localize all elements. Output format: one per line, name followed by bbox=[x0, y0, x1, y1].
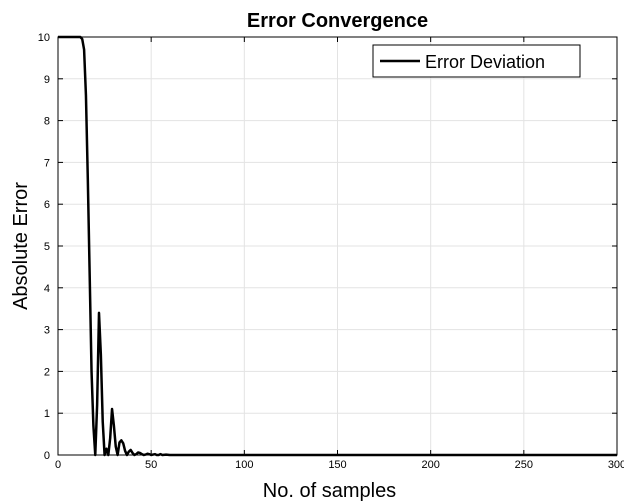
x-tick-label: 0 bbox=[55, 459, 61, 471]
y-tick-label: 8 bbox=[44, 116, 50, 128]
tick-labels: 0 50 100 150 200 250 300 0 1 2 3 4 5 6 7 8 9 10 bbox=[38, 32, 624, 471]
y-tick-label: 6 bbox=[44, 199, 50, 211]
x-tick-label: 200 bbox=[421, 459, 439, 471]
y-tick-label: 10 bbox=[38, 32, 50, 44]
legend-label-error-deviation: Error Deviation bbox=[425, 52, 545, 72]
legend: Error Deviation bbox=[372, 44, 581, 78]
x-tick-label: 50 bbox=[145, 459, 157, 471]
y-tick-label: 2 bbox=[44, 366, 50, 378]
y-tick-label: 0 bbox=[44, 450, 50, 462]
chart-title: Error Convergence bbox=[247, 10, 428, 32]
x-tick-label: 150 bbox=[328, 459, 346, 471]
x-tick-label: 250 bbox=[515, 459, 533, 471]
x-tick-label: 100 bbox=[235, 459, 253, 471]
x-axis-label: No. of samples bbox=[263, 480, 396, 502]
y-tick-label: 9 bbox=[44, 74, 50, 86]
y-tick-label: 7 bbox=[44, 157, 50, 169]
y-tick-label: 1 bbox=[44, 408, 50, 420]
y-tick-label: 5 bbox=[44, 241, 50, 253]
ticks bbox=[57, 36, 618, 456]
y-tick-label: 3 bbox=[44, 325, 50, 337]
y-tick-label: 4 bbox=[44, 283, 50, 295]
y-axis-label: Absolute Error bbox=[10, 182, 32, 310]
x-tick-label: 300 bbox=[608, 459, 624, 471]
